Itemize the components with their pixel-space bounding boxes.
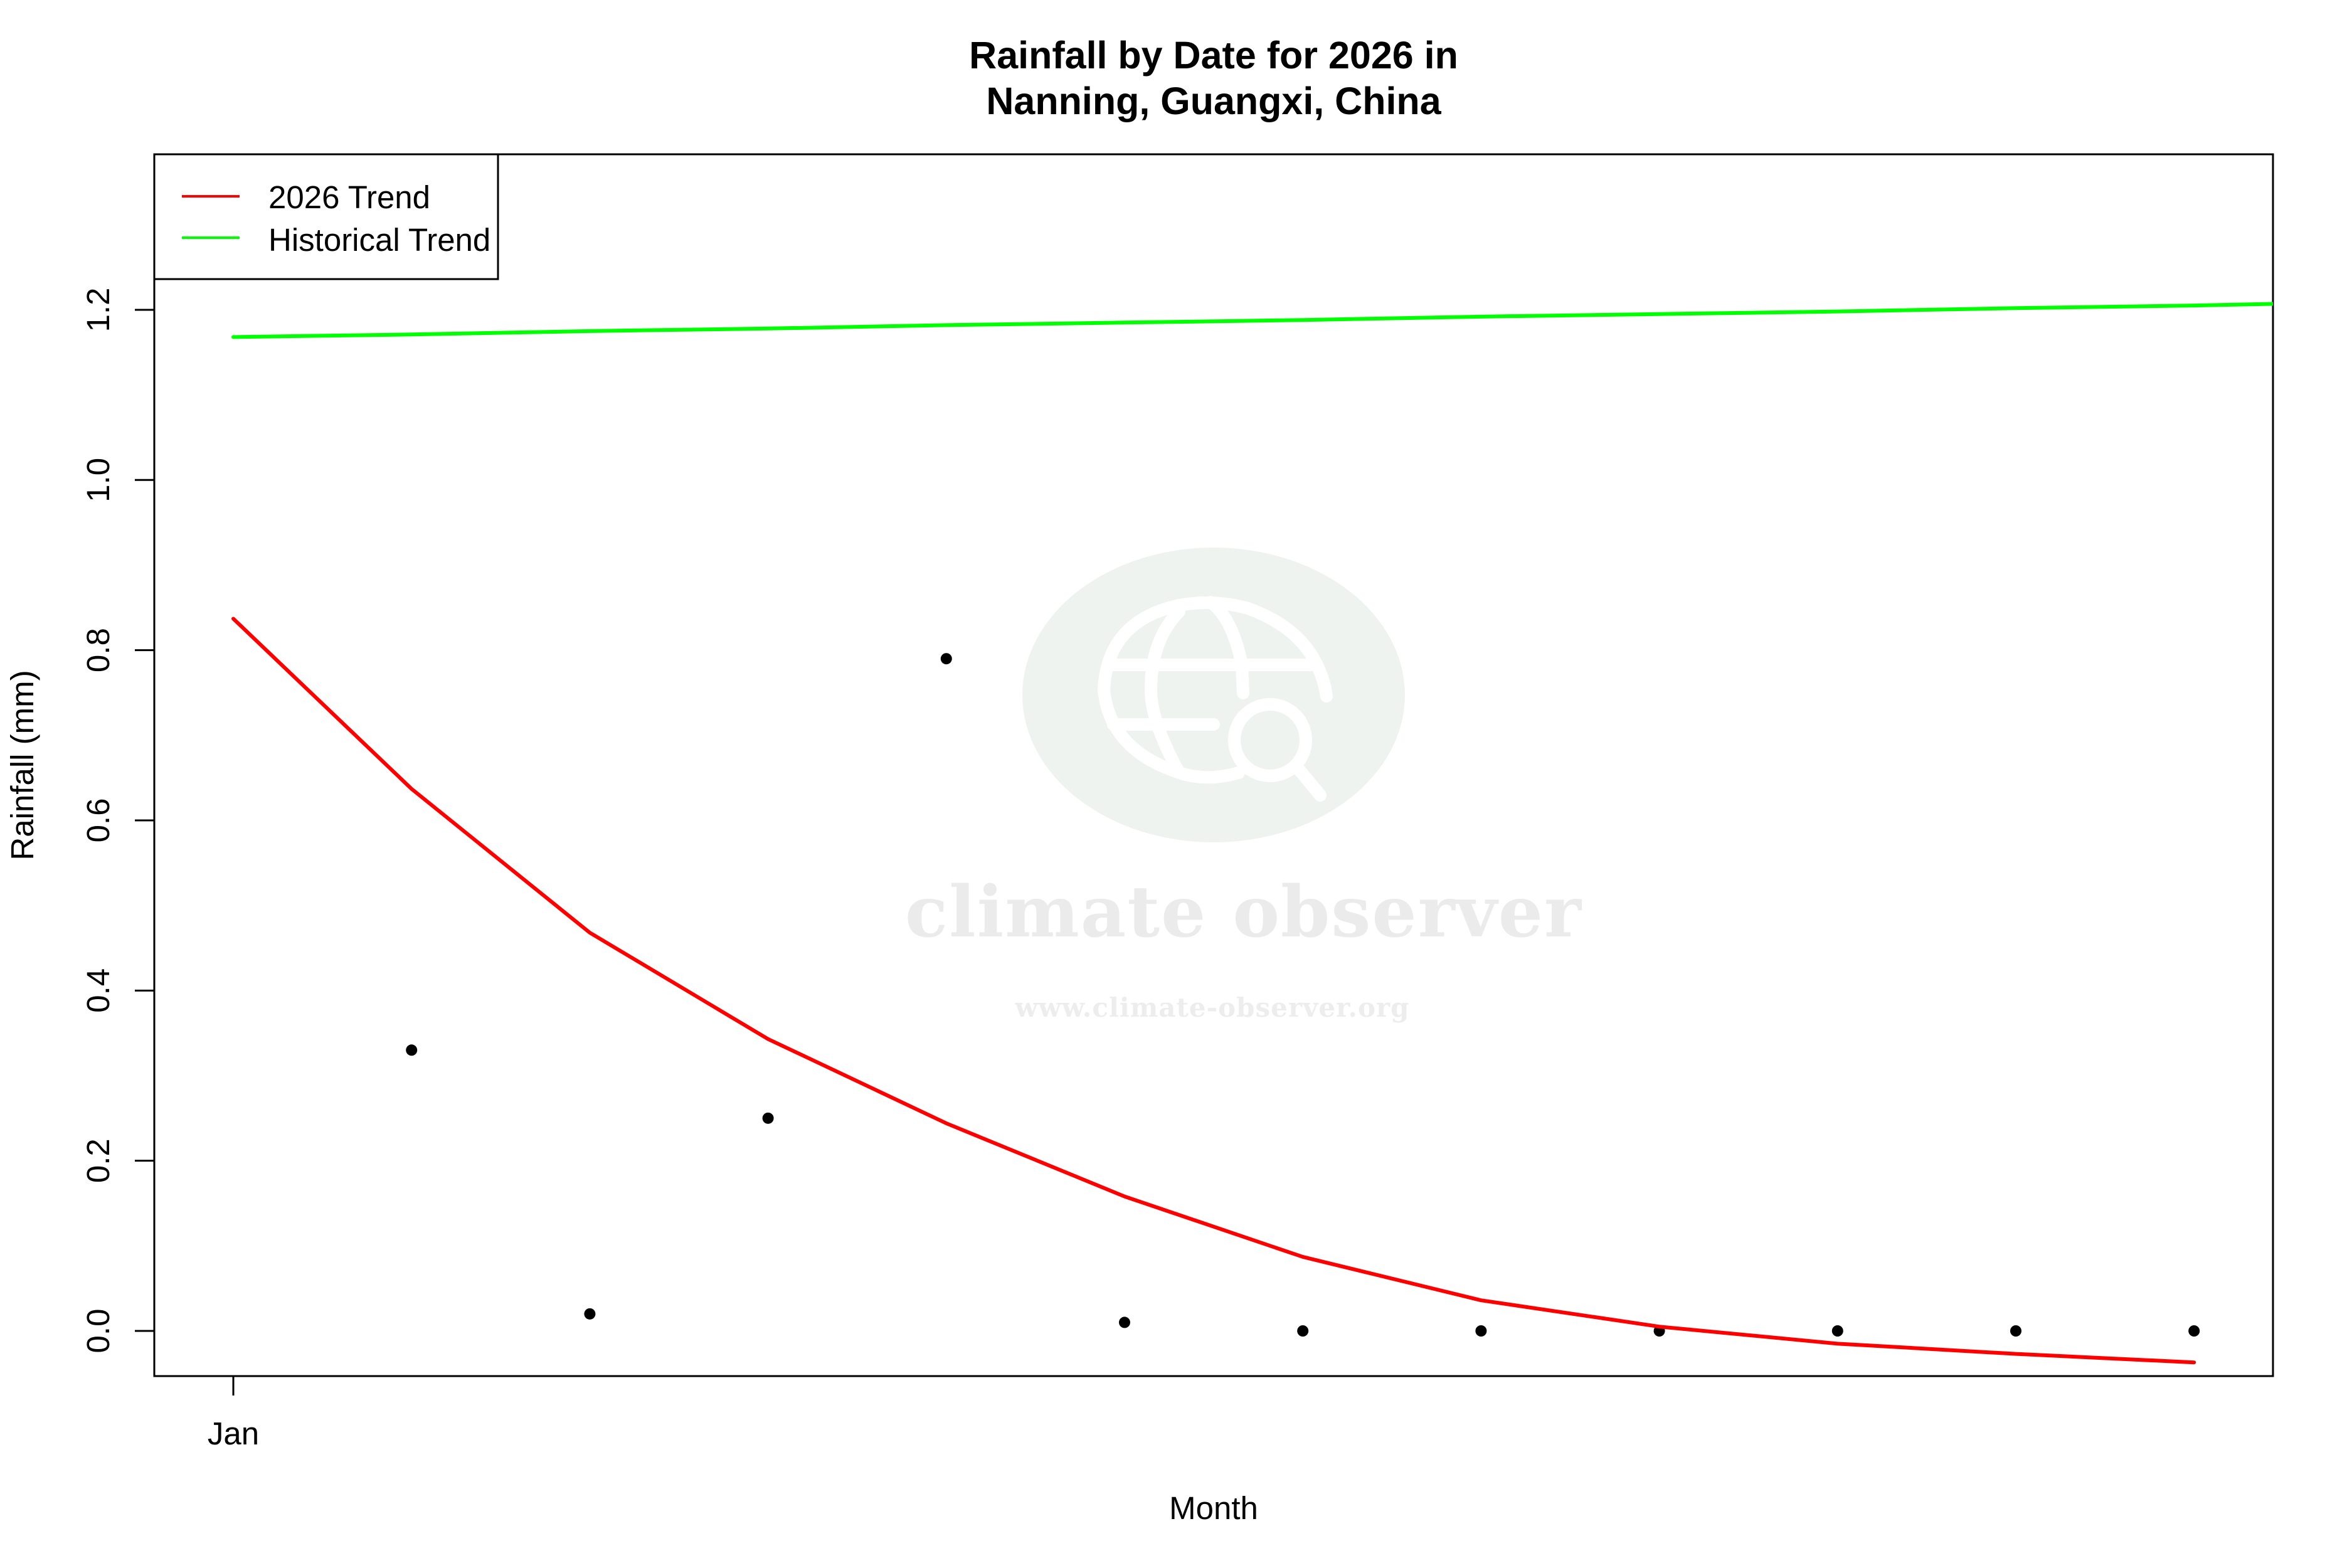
y-axis-title: Rainfall (mm) [4, 670, 40, 860]
legend-label-2026-trend: 2026 Trend [268, 179, 430, 215]
chart-title-line-1: Rainfall by Date for 2026 in [969, 34, 1458, 77]
globe-search-icon [1097, 596, 1333, 802]
x-tick-label: Jan [208, 1416, 259, 1451]
plot-frame [153, 153, 2274, 1377]
series-line-2026-trend [231, 617, 2196, 1365]
y-tick-label: 0.0 [80, 1309, 116, 1353]
data-point [584, 1308, 596, 1320]
y-tick-label: 1.2 [80, 288, 116, 332]
watermark: climate observer www.climate-observer.or… [905, 548, 1582, 1023]
data-point [1297, 1325, 1309, 1337]
y-tick-label: 0.2 [80, 1138, 116, 1183]
x-axis-title: Month [1169, 1490, 1258, 1526]
data-point [1475, 1325, 1487, 1337]
legend-label-historical-trend: Historical Trend [268, 222, 490, 258]
data-point [2188, 1325, 2200, 1337]
legend-box [153, 153, 499, 280]
data-point [940, 653, 952, 665]
data-point [762, 1112, 774, 1124]
data-point [2010, 1325, 2021, 1337]
y-tick-label: 0.8 [80, 628, 116, 672]
y-axis: 0.0 0.2 0.4 0.6 0.8 1.0 1.2 [80, 288, 154, 1353]
chart-title-line-2: Nanning, Guangxi, China [986, 80, 1441, 122]
series-layer [231, 302, 2273, 1365]
watermark-circle [1022, 548, 1405, 842]
data-point [406, 1044, 418, 1056]
x-axis: Jan [208, 1376, 259, 1451]
watermark-url: www.climate-observer.org [1015, 992, 1410, 1023]
watermark-brand: climate observer [905, 871, 1582, 953]
data-point [1119, 1316, 1130, 1328]
series-line-historical-trend [231, 302, 2273, 339]
y-tick-label: 1.0 [80, 458, 116, 502]
series-observed-rainfall [406, 653, 2200, 1337]
legend: 2026 Trend Historical Trend [153, 153, 499, 280]
y-tick-label: 0.4 [80, 968, 116, 1013]
data-point [1831, 1325, 1843, 1337]
y-tick-label: 0.6 [80, 798, 116, 843]
